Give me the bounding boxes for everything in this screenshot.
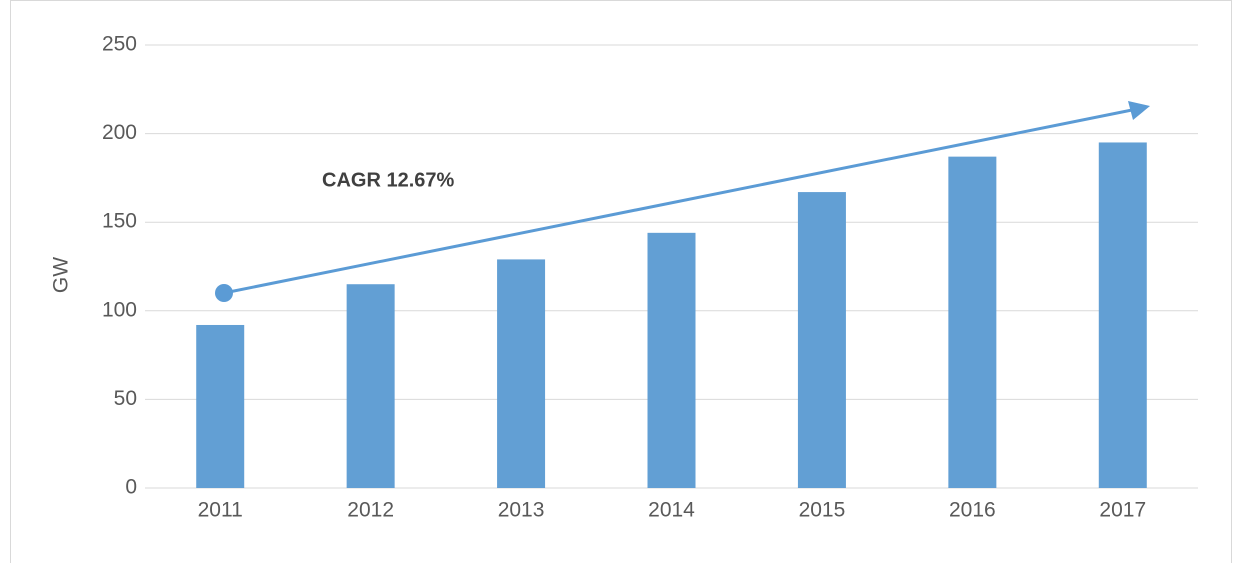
chart-frame	[10, 0, 1232, 563]
bar	[948, 156, 997, 489]
bar	[647, 232, 696, 488]
y-tick-label: 0	[125, 476, 137, 499]
trend-arrow	[223, 108, 1133, 295]
bar	[497, 259, 546, 488]
bar	[196, 324, 245, 488]
x-tick-label: 2014	[648, 499, 695, 522]
y-axis-label: GW	[50, 257, 73, 293]
y-tick-label: 150	[102, 210, 137, 233]
y-tick-label: 50	[114, 387, 137, 410]
x-tick-label: 2013	[498, 499, 545, 522]
x-tick-label: 2012	[347, 499, 394, 522]
arrow-start	[215, 284, 233, 302]
x-tick-label: 2016	[949, 499, 996, 522]
bar	[346, 284, 395, 488]
y-tick-label: 100	[102, 298, 137, 321]
x-tick-label: 2017	[1099, 499, 1146, 522]
annotation: CAGR 12.67%	[322, 169, 454, 191]
arrow-head	[1128, 101, 1150, 120]
x-tick-label: 2011	[198, 499, 243, 522]
x-tick-label: 2015	[799, 499, 846, 522]
bar	[797, 192, 846, 489]
y-tick-label: 250	[102, 33, 137, 56]
y-tick-label: 200	[102, 121, 137, 144]
bar	[1098, 142, 1147, 488]
